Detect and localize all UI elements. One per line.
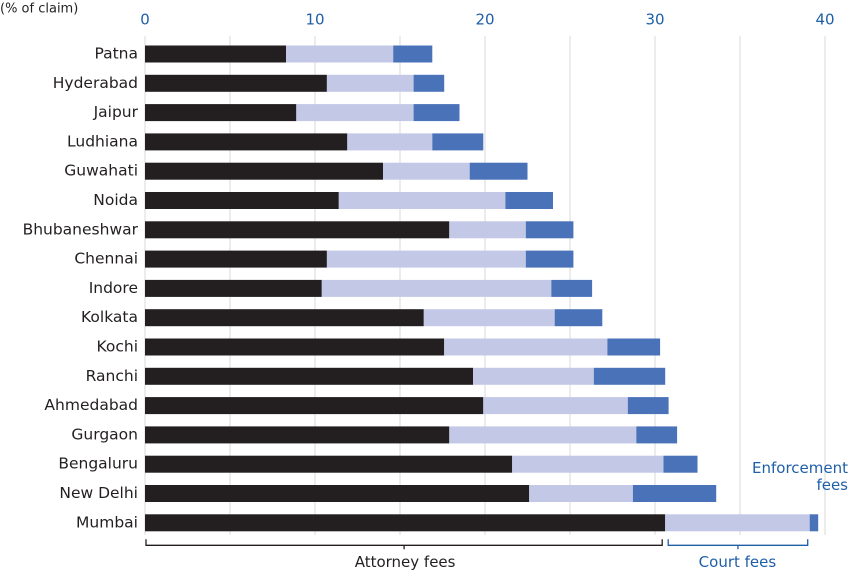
brace <box>145 539 663 550</box>
bar-segment <box>554 309 603 327</box>
bar-segment <box>145 309 424 327</box>
bar-segment <box>145 514 666 532</box>
bar-segment <box>607 338 661 356</box>
bar-segment <box>665 514 810 532</box>
bar-segment <box>525 250 574 268</box>
axis-unit-label: (% of claim) <box>0 2 78 17</box>
bar-segment <box>469 162 528 180</box>
x-tick-label: 30 <box>645 11 664 29</box>
bar-segment <box>145 338 445 356</box>
bar-segment <box>473 367 594 385</box>
y-tick-label: Bhubaneshwar <box>23 220 139 238</box>
bar-segment <box>636 426 678 444</box>
y-tick-label: Patna <box>94 45 138 63</box>
bar-segment <box>347 133 433 151</box>
y-tick-label: Kochi <box>96 338 138 356</box>
bar-segment <box>326 74 414 92</box>
bar-segment <box>449 221 526 239</box>
y-tick-label: New Delhi <box>59 484 138 502</box>
bar-segment <box>338 192 506 209</box>
bar-segment <box>483 397 628 415</box>
brace <box>667 539 809 550</box>
y-tick-label: Gurgaon <box>71 425 138 443</box>
y-tick-label: Ludhiana <box>67 132 138 150</box>
bar-segment <box>444 338 608 356</box>
y-tick-label: Chennai <box>74 250 138 268</box>
bar-segment <box>145 45 287 63</box>
y-tick-label: Bengaluru <box>58 455 138 473</box>
bar-segment <box>432 133 484 151</box>
y-tick-label: Jaipur <box>93 103 139 121</box>
bar-segment <box>286 45 394 63</box>
bar-segment <box>145 279 322 297</box>
x-tick-label: 0 <box>140 11 150 29</box>
bar-segment <box>145 221 450 239</box>
bar-segment <box>326 250 526 268</box>
bar-segment <box>145 397 484 415</box>
bar-segment <box>512 455 664 473</box>
bar-segment <box>663 455 698 473</box>
y-tick-label: Kolkata <box>81 308 138 326</box>
bar-segment <box>145 104 297 122</box>
bar-segment <box>383 162 470 180</box>
bar-segment <box>525 221 574 239</box>
bar-segment <box>145 192 339 209</box>
series-label: Attorney fees <box>354 553 456 572</box>
bar-segment <box>551 279 593 297</box>
bar-segment <box>145 133 348 151</box>
x-tick-label: 20 <box>475 11 494 29</box>
series-label: Enforcement fees <box>752 459 848 494</box>
bar-segment <box>145 485 530 502</box>
y-tick-label: Guwahati <box>64 162 138 180</box>
y-tick-label: Hyderabad <box>53 74 138 92</box>
bar-segment <box>529 485 633 502</box>
bar-segment <box>296 104 414 122</box>
bar-segment <box>413 74 445 92</box>
bar-segment <box>632 485 717 502</box>
bar-segment <box>145 367 474 385</box>
bar-segment <box>413 104 460 122</box>
y-tick-label: Mumbai <box>76 513 138 531</box>
bar-segment <box>321 279 552 297</box>
bar-segment <box>505 192 553 209</box>
bar-segment <box>145 162 383 180</box>
bar-segment <box>423 309 555 327</box>
bar-segment <box>809 514 819 532</box>
bar-segment <box>145 250 327 268</box>
y-tick-label: Noida <box>93 191 138 209</box>
x-tick-label: 40 <box>815 11 834 29</box>
bar-segment <box>627 397 669 415</box>
bar-segment <box>145 426 450 444</box>
bar-segment <box>145 455 513 473</box>
bar-segment <box>393 45 433 63</box>
y-tick-label: Ahmedabad <box>44 396 138 414</box>
bar-segment <box>449 426 637 444</box>
bar-segment <box>145 74 327 92</box>
x-tick-label: 10 <box>305 11 324 29</box>
y-tick-label: Ranchi <box>86 367 138 385</box>
bar-segment <box>593 367 666 385</box>
y-tick-label: Indore <box>89 279 138 297</box>
series-label: Court fees <box>698 553 777 572</box>
